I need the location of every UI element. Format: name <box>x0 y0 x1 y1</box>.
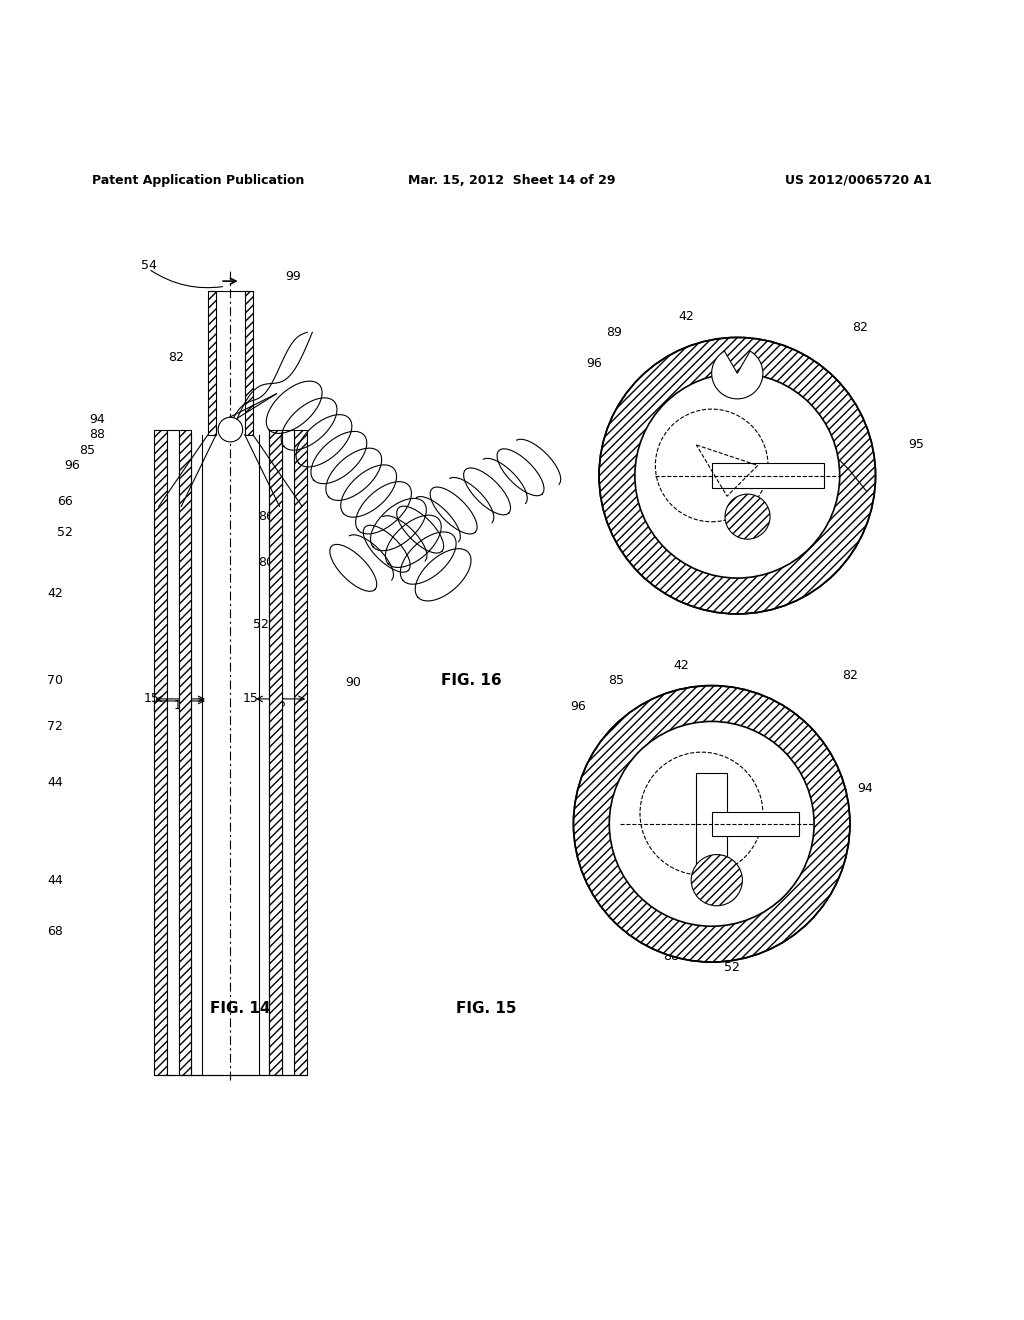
Circle shape <box>218 417 243 442</box>
Circle shape <box>640 752 763 875</box>
Text: FIG. 14: FIG. 14 <box>210 1001 271 1015</box>
Text: 42: 42 <box>47 587 63 599</box>
Text: 68: 68 <box>47 925 63 937</box>
Text: 94: 94 <box>89 413 105 426</box>
Text: 88: 88 <box>663 950 679 964</box>
Text: FIG. 16: FIG. 16 <box>440 673 502 688</box>
Text: 89: 89 <box>606 326 623 339</box>
Text: 85: 85 <box>608 675 625 686</box>
Bar <box>282 429 294 1074</box>
Text: 15: 15 <box>243 693 259 705</box>
Text: 15: 15 <box>174 698 188 711</box>
Text: 52: 52 <box>724 961 740 974</box>
Bar <box>712 463 824 488</box>
Text: 52: 52 <box>765 577 781 590</box>
Text: 42: 42 <box>673 659 689 672</box>
Text: 42: 42 <box>678 310 694 323</box>
Text: FIG. 15: FIG. 15 <box>456 1001 517 1015</box>
Circle shape <box>609 722 814 927</box>
Text: 80: 80 <box>258 556 274 569</box>
Bar <box>179 429 191 1074</box>
Circle shape <box>725 494 770 539</box>
Text: 82: 82 <box>852 321 868 334</box>
Bar <box>696 772 727 875</box>
Bar <box>167 429 179 1074</box>
Text: 52: 52 <box>253 618 269 631</box>
Bar <box>208 292 216 434</box>
Text: 96: 96 <box>63 459 80 473</box>
Text: 99: 99 <box>285 269 301 282</box>
Text: Mar. 15, 2012  Sheet 14 of 29: Mar. 15, 2012 Sheet 14 of 29 <box>409 174 615 186</box>
Text: 82: 82 <box>168 351 184 364</box>
Text: 15: 15 <box>272 697 287 710</box>
Text: 88: 88 <box>683 566 699 579</box>
Bar <box>712 812 799 836</box>
Circle shape <box>691 854 742 906</box>
Bar <box>154 429 167 1074</box>
Wedge shape <box>712 351 763 399</box>
Text: 72: 72 <box>47 721 63 733</box>
Circle shape <box>635 374 840 578</box>
Text: 85: 85 <box>79 444 95 457</box>
Bar <box>269 429 282 1074</box>
Text: 96: 96 <box>570 700 587 713</box>
Text: 52: 52 <box>56 525 73 539</box>
Text: US 2012/0065720 A1: US 2012/0065720 A1 <box>785 174 932 186</box>
Circle shape <box>599 338 876 614</box>
Text: 44: 44 <box>47 874 63 887</box>
Text: 70: 70 <box>47 675 63 686</box>
Text: 95: 95 <box>908 438 925 451</box>
Text: 90: 90 <box>345 676 361 689</box>
Bar <box>245 292 253 434</box>
Text: 82: 82 <box>842 669 858 682</box>
Text: 54: 54 <box>140 259 157 272</box>
Text: 66: 66 <box>56 495 73 508</box>
Text: 88: 88 <box>89 428 105 441</box>
Text: 44: 44 <box>47 776 63 789</box>
Text: 94: 94 <box>857 781 873 795</box>
Text: Patent Application Publication: Patent Application Publication <box>92 174 304 186</box>
Text: 15: 15 <box>143 693 160 705</box>
Bar <box>294 429 307 1074</box>
Circle shape <box>573 685 850 962</box>
Circle shape <box>655 409 768 521</box>
Text: 96: 96 <box>586 356 602 370</box>
Text: 86: 86 <box>258 510 274 523</box>
